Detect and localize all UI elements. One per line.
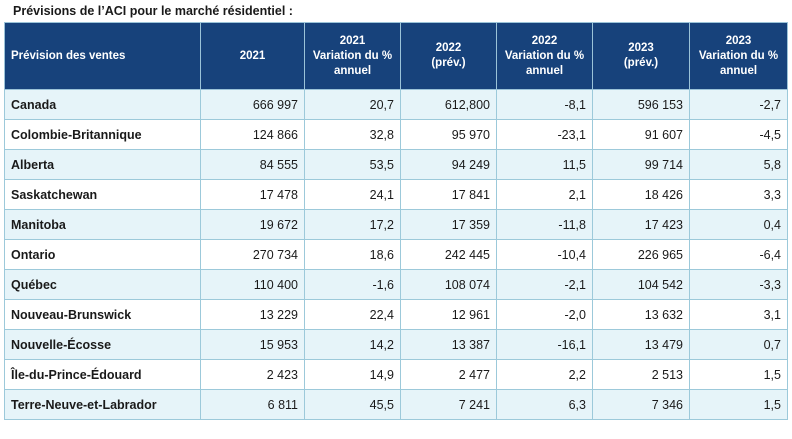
- table-cell: 45,5: [304, 389, 401, 420]
- table-cell: 2 513: [592, 359, 690, 390]
- table-cell: -6,4: [689, 239, 788, 270]
- column-header: 2021 Variation du % annuel: [304, 22, 401, 90]
- table-cell: -23,1: [496, 119, 593, 150]
- table-cell: 7 346: [592, 389, 690, 420]
- table-cell: 1,5: [689, 359, 788, 390]
- table-cell: 32,8: [304, 119, 401, 150]
- table-cell: 24,1: [304, 179, 401, 210]
- province-label: Alberta: [4, 149, 201, 180]
- housing-forecast-table: Prévision des ventes 2021 2021 Variation du…: [4, 22, 788, 420]
- table-row: Nouveau-Brunswick 13 229 22,4 12 961 -2,0 13 …: [4, 299, 788, 330]
- table-row: Nouvelle-Écosse 15 953 14,2 13 387 -16,1 13 4…: [4, 329, 788, 360]
- province-label: Canada: [4, 89, 201, 120]
- table-cell: 596 153: [592, 89, 690, 120]
- table-cell: 14,2: [304, 329, 401, 360]
- table-cell: 2,1: [496, 179, 593, 210]
- table-cell: 99 714: [592, 149, 690, 180]
- table-cell: 20,7: [304, 89, 401, 120]
- table-cell: 53,5: [304, 149, 401, 180]
- table-cell: 108 074: [400, 269, 497, 300]
- province-label: Saskatchewan: [4, 179, 201, 210]
- table-cell: -11,8: [496, 209, 593, 240]
- table-row: Québec 110 400 -1,6 108 074 -2,1 104 542 -3,3: [4, 269, 788, 300]
- table-row: Manitoba 19 672 17,2 17 359 -11,8 17 423 0,4: [4, 209, 788, 240]
- table-cell: 22,4: [304, 299, 401, 330]
- table-cell: 13 229: [200, 299, 305, 330]
- table-cell: 124 866: [200, 119, 305, 150]
- table-cell: 6 811: [200, 389, 305, 420]
- table-row: Ontario 270 734 18,6 242 445 -10,4 226 965 -6,…: [4, 239, 788, 270]
- table-cell: 11,5: [496, 149, 593, 180]
- table-cell: -4,5: [689, 119, 788, 150]
- table-row: Alberta 84 555 53,5 94 249 11,5 99 714 5,8: [4, 149, 788, 180]
- province-label: Nouvelle-Écosse: [4, 329, 201, 360]
- table-cell: 612,800: [400, 89, 497, 120]
- table-cell: 17 478: [200, 179, 305, 210]
- table-cell: -8,1: [496, 89, 593, 120]
- table-cell: 104 542: [592, 269, 690, 300]
- table-row: Île-du-Prince-Édouard 2 423 14,9 2 477 2,2 2 …: [4, 359, 788, 390]
- table-cell: 13 479: [592, 329, 690, 360]
- table-cell: 13 632: [592, 299, 690, 330]
- table-cell: 242 445: [400, 239, 497, 270]
- table-cell: -2,0: [496, 299, 593, 330]
- table-cell: 2 423: [200, 359, 305, 390]
- column-header: 2022 Variation du % annuel: [496, 22, 593, 90]
- table-cell: 270 734: [200, 239, 305, 270]
- table-cell: 17 423: [592, 209, 690, 240]
- table-cell: -3,3: [689, 269, 788, 300]
- table-row: Saskatchewan 17 478 24,1 17 841 2,1 18 426 3,3: [4, 179, 788, 210]
- table-cell: 17,2: [304, 209, 401, 240]
- table-cell: 2,2: [496, 359, 593, 390]
- province-label: Colombie-Britannique: [4, 119, 201, 150]
- table-cell: 3,3: [689, 179, 788, 210]
- table-cell: -16,1: [496, 329, 593, 360]
- column-header: 2021: [200, 22, 305, 90]
- column-header: 2023 (prév.): [592, 22, 690, 90]
- province-label: Île-du-Prince-Édouard: [4, 359, 201, 390]
- table-cell: 3,1: [689, 299, 788, 330]
- table-cell: 6,3: [496, 389, 593, 420]
- table-cell: 1,5: [689, 389, 788, 420]
- province-label: Manitoba: [4, 209, 201, 240]
- table-cell: 666 997: [200, 89, 305, 120]
- province-label: Terre-Neuve-et-Labrador: [4, 389, 201, 420]
- province-label: Ontario: [4, 239, 201, 270]
- table-cell: 18,6: [304, 239, 401, 270]
- table-body: Canada 666 997 20,7 612,800 -8,1 596 153 -2,7 C…: [4, 89, 788, 420]
- table-cell: 84 555: [200, 149, 305, 180]
- column-header: 2022 (prév.): [400, 22, 497, 90]
- table-cell: 5,8: [689, 149, 788, 180]
- table-cell: 0,4: [689, 209, 788, 240]
- table-cell: 19 672: [200, 209, 305, 240]
- table-header-row: Prévision des ventes 2021 2021 Variation du…: [4, 22, 788, 90]
- province-label: Québec: [4, 269, 201, 300]
- table-caption: Prévisions de l’ACI pour le marché résid…: [13, 4, 293, 18]
- table-cell: -2,7: [689, 89, 788, 120]
- table-cell: -2,1: [496, 269, 593, 300]
- table-cell: 18 426: [592, 179, 690, 210]
- table-cell: 15 953: [200, 329, 305, 360]
- table-cell: 2 477: [400, 359, 497, 390]
- table-cell: -10,4: [496, 239, 593, 270]
- table-cell: 110 400: [200, 269, 305, 300]
- table-cell: -1,6: [304, 269, 401, 300]
- table-cell: 226 965: [592, 239, 690, 270]
- table-row: Canada 666 997 20,7 612,800 -8,1 596 153 -2,7: [4, 89, 788, 120]
- table-row: Colombie-Britannique 124 866 32,8 95 970 -23…: [4, 119, 788, 150]
- table-cell: 14,9: [304, 359, 401, 390]
- table-cell: 12 961: [400, 299, 497, 330]
- table-row: Terre-Neuve-et-Labrador 6 811 45,5 7 241 6,3…: [4, 389, 788, 420]
- table-cell: 17 359: [400, 209, 497, 240]
- table-cell: 0,7: [689, 329, 788, 360]
- table-cell: 13 387: [400, 329, 497, 360]
- column-header: 2023 Variation du % annuel: [689, 22, 788, 90]
- table-cell: 91 607: [592, 119, 690, 150]
- table-cell: 94 249: [400, 149, 497, 180]
- table-cell: 7 241: [400, 389, 497, 420]
- table-cell: 17 841: [400, 179, 497, 210]
- column-header: Prévision des ventes: [4, 22, 201, 90]
- province-label: Nouveau-Brunswick: [4, 299, 201, 330]
- table-cell: 95 970: [400, 119, 497, 150]
